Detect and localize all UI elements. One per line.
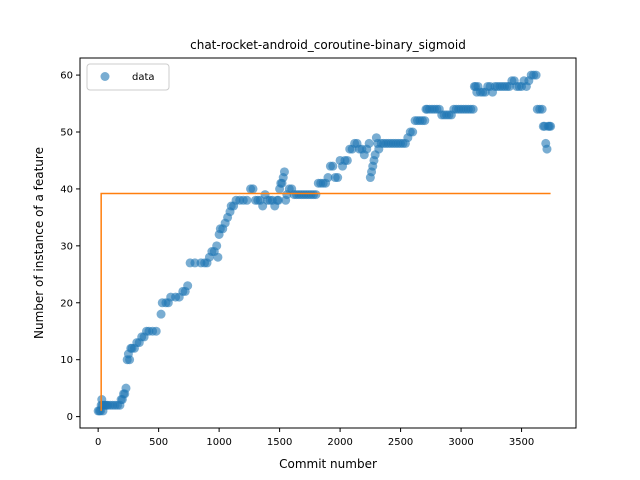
data-point [546,121,556,131]
data-point [342,155,352,165]
y-tick-label: 20 [60,298,73,309]
fit-line [100,192,551,411]
data-point [531,70,541,80]
data-point [212,241,222,251]
x-tick-label: 0 [95,437,101,448]
legend-box [86,63,170,91]
plot-background [80,58,576,428]
x-tick-label: 3500 [509,437,534,448]
x-tick-label: 3000 [448,437,473,448]
data-point [537,104,547,114]
x-tick-label: 1500 [267,437,292,448]
data-point [323,173,333,183]
y-tick-label: 30 [60,241,73,252]
y-axis-label: Number of instance of a feature [32,147,46,339]
data-point [468,104,478,114]
x-tick-label: 500 [149,437,168,448]
plot-frame [79,57,577,429]
data-point [273,195,283,205]
data-point [125,355,135,365]
data-point [311,190,321,200]
y-tick-label: 60 [60,71,73,82]
legend-label-data: data [132,72,155,83]
y-tick-label: 10 [60,355,73,366]
data-point [364,138,374,148]
y-axis-ticks: 0 10 20 30 40 50 60 [60,71,80,423]
data-layer [93,70,556,416]
data-point [420,116,430,126]
x-tick-label: 2500 [388,437,413,448]
x-tick-label: 1000 [206,437,231,448]
fit-line-layer [100,192,551,411]
data-point [542,144,552,154]
x-axis-ticks: 0 500 1000 1500 2000 2500 3000 3500 [95,428,534,448]
data-point [121,383,131,393]
data-point [248,184,258,194]
data-point [333,173,343,183]
data-point [242,195,252,205]
chart-title: chat-rocket-android_coroutine-binary_sig… [190,38,466,52]
y-tick-label: 0 [67,412,73,423]
legend-marker [100,72,110,81]
y-tick-label: 50 [60,128,73,139]
legend: data [86,63,170,91]
data-point [213,252,223,262]
y-tick-label: 40 [60,184,73,195]
x-tick-label: 2000 [327,437,352,448]
data-point [183,281,193,291]
x-axis-label: Commit number [279,457,377,471]
data-point [328,161,338,171]
data-point [151,326,161,336]
data-point [279,167,289,177]
data-point [156,309,166,319]
data-point [408,127,418,137]
